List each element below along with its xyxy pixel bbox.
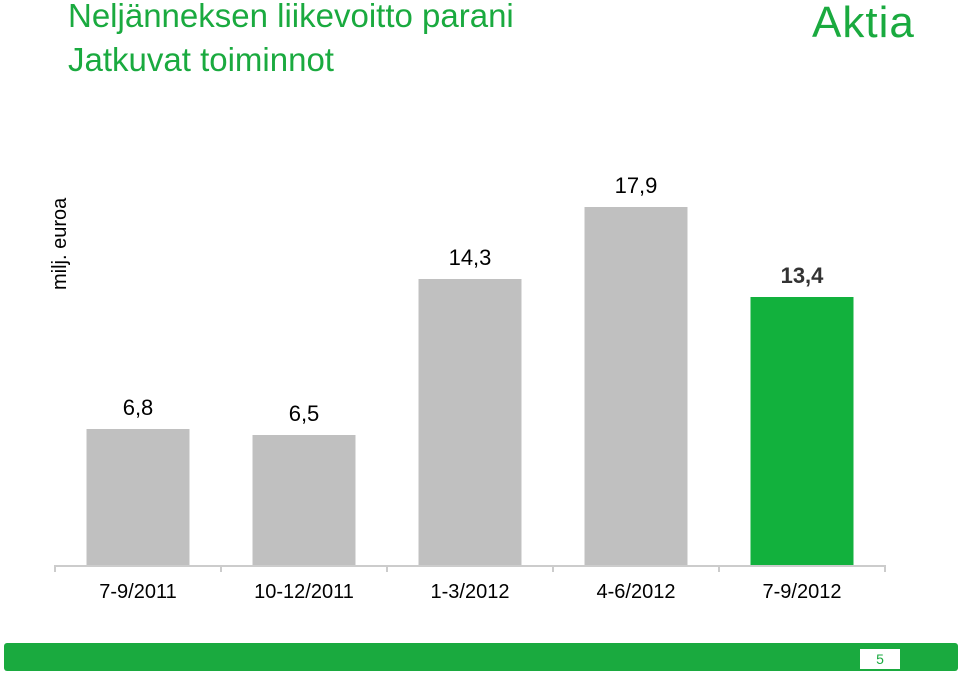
x-tick-label: 7-9/2012 (763, 581, 842, 603)
x-tick-label: 4-6/2012 (597, 581, 676, 603)
data-label: 13,4 (781, 263, 825, 288)
bar-7-9/2011 (86, 429, 190, 565)
footer-bar (4, 643, 958, 671)
bar-1-3/2012 (418, 279, 522, 565)
bar-7-9/2012 (750, 297, 854, 565)
slide-subtitle: Jatkuvat toiminnot (68, 41, 334, 78)
data-label: 17,9 (615, 173, 658, 198)
aktia-logo: Aktia (812, 0, 915, 47)
slide-title: Neljänneksen liikevoitto parani (68, 0, 514, 34)
x-tick-label: 1-3/2012 (431, 581, 510, 603)
x-tick-label: 7-9/2011 (99, 581, 176, 603)
page-number: 5 (860, 649, 900, 669)
bar-4-6/2012 (584, 207, 688, 565)
data-label: 6,8 (123, 395, 154, 420)
x-tick-label: 10-12/2011 (254, 581, 354, 603)
bar-10-12/2011 (252, 435, 356, 565)
data-label: 6,5 (289, 401, 320, 426)
data-label: 14,3 (449, 245, 492, 270)
bar-chart: 6,8 7-9/2011 6,5 10-12/2011 14,3 1-3/2012 17,9… (54, 173, 886, 603)
